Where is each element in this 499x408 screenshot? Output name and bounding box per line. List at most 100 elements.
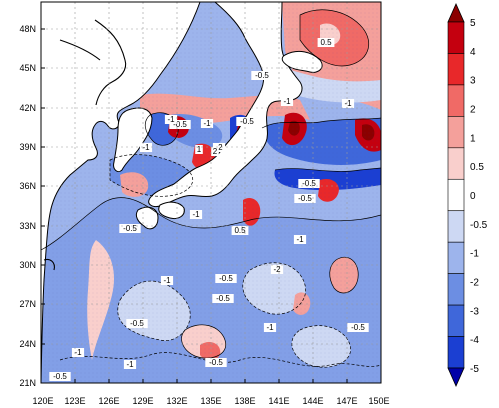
contour-label: -1 <box>71 348 85 357</box>
lon-tick-123e: 123E <box>64 396 85 406</box>
colorbar-label: -1 <box>470 249 479 260</box>
svg-text:-0.5: -0.5 <box>298 194 312 203</box>
contour-label: -0.5 <box>294 194 316 203</box>
lon-tick-141e: 141E <box>268 396 289 406</box>
contour-label: -1 <box>139 143 153 152</box>
colorbar-segment <box>447 241 465 274</box>
lat-tick-27n: 27N <box>19 299 36 309</box>
svg-text:-1: -1 <box>167 115 175 124</box>
svg-text:-0.5: -0.5 <box>351 323 365 332</box>
contour-label: -0.5 <box>119 224 141 233</box>
contour-label: 0.5 <box>317 38 335 47</box>
colorbar-segment <box>447 367 465 387</box>
colorbar-label: -0.5 <box>470 220 488 231</box>
lon-tick-marks <box>74 379 348 383</box>
lon-tick-126e: 126E <box>98 396 119 406</box>
svg-text:1: 1 <box>197 145 202 154</box>
contour-label: -1 <box>189 210 203 219</box>
colorbar-segment <box>447 3 465 23</box>
contour-label: -0.5 <box>212 294 234 303</box>
lat-tick-33n: 33N <box>19 221 36 231</box>
contour-label: -0.5 <box>169 120 191 129</box>
svg-text:-1: -1 <box>266 323 274 332</box>
coast-lines <box>43 19 127 271</box>
lon-tick-147e: 147E <box>336 396 357 406</box>
contour-lines <box>41 9 381 368</box>
colorbar-label: -4 <box>470 335 479 346</box>
contour-label: -1 <box>280 97 294 106</box>
contour-label: -1 <box>123 360 137 369</box>
svg-text:-1: -1 <box>126 360 134 369</box>
lat-tick-48n: 48N <box>19 24 36 34</box>
lat-tick-21n: 21N <box>19 378 36 388</box>
colorbar-label: -5 <box>470 364 479 375</box>
svg-text:-0.5: -0.5 <box>240 117 254 126</box>
lat-tick-30n: 30N <box>19 260 36 270</box>
colorbar-segment <box>447 116 465 149</box>
colorbar-label: 0.5 <box>470 162 484 173</box>
colorbar-segment <box>447 336 465 369</box>
colorbar-segment <box>447 178 465 212</box>
svg-text:-1: -1 <box>203 119 211 128</box>
contour-label: -0.5 <box>298 179 320 188</box>
contour-label: -0.5 <box>205 358 227 367</box>
svg-text:-1: -1 <box>283 97 291 106</box>
lat-axis: 48N 45N 42N 39N 36N 33N 30N 27N 24N 21N <box>19 24 36 388</box>
contour-label: -1 <box>293 235 307 244</box>
colorbar-segment <box>447 147 465 180</box>
contour-label: -0.5 <box>251 71 273 80</box>
svg-text:-1: -1 <box>142 143 150 152</box>
contour-label: -2 <box>270 265 284 274</box>
lon-axis: 120E 123E 126E 129E 132E 135E 138E 141E … <box>32 396 389 406</box>
colorbar-segment <box>447 210 465 243</box>
svg-text:-0.5: -0.5 <box>173 120 187 129</box>
contour-label: 2 <box>211 147 219 156</box>
lon-tick-150e: 150E <box>368 396 389 406</box>
contour-label: -1 <box>160 276 174 285</box>
svg-text:-0.5: -0.5 <box>302 179 316 188</box>
contour-label: 0.5 <box>231 226 249 235</box>
lon-tick-120e: 120E <box>32 396 53 406</box>
lon-tick-135e: 135E <box>200 396 221 406</box>
svg-text:-1: -1 <box>74 348 82 357</box>
svg-text:-0.5: -0.5 <box>219 274 233 283</box>
contour-label: -0.5 <box>236 117 258 126</box>
lat-tick-marks <box>41 28 45 345</box>
colorbar-segment <box>447 84 465 117</box>
contour-label: -1 <box>341 99 355 108</box>
colorbar-segment <box>447 273 465 306</box>
lat-tick-42n: 42N <box>19 103 36 113</box>
lon-tick-144e: 144E <box>302 396 323 406</box>
svg-text:-0.5: -0.5 <box>255 71 269 80</box>
lat-tick-45n: 45N <box>19 63 36 73</box>
contour-label: -0.5 <box>126 319 148 328</box>
colorbar-segment <box>447 304 465 337</box>
contour-label: -0.5 <box>215 274 237 283</box>
colorbar-label: 2 <box>470 105 476 116</box>
colorbar-label: -2 <box>470 278 479 289</box>
lat-tick-36n: 36N <box>19 181 36 191</box>
colorbar-label: 1 <box>470 133 476 144</box>
colorbar-label: 0 <box>470 191 476 202</box>
svg-text:0.5: 0.5 <box>320 38 332 47</box>
contour-label: -0.5 <box>347 323 369 332</box>
contour-label: -1 <box>164 115 178 124</box>
svg-text:2: 2 <box>213 147 218 156</box>
colorbar-label: 4 <box>470 47 476 58</box>
svg-text:-1: -1 <box>163 276 171 285</box>
svg-text:0.5: 0.5 <box>234 226 246 235</box>
svg-text:-1: -1 <box>296 235 304 244</box>
contour-label: -2 <box>212 143 226 152</box>
lat-tick-24n: 24N <box>19 339 36 349</box>
svg-text:-0.5: -0.5 <box>53 372 67 381</box>
colorbar-label: 5 <box>470 18 476 29</box>
svg-text:-0.5: -0.5 <box>209 358 223 367</box>
svg-text:-2: -2 <box>215 143 223 152</box>
contour-label: -1 <box>263 323 277 332</box>
grid-lines <box>41 2 381 383</box>
svg-text:-0.5: -0.5 <box>123 224 137 233</box>
contour-label: 1 <box>195 145 203 154</box>
colorbar-label: 3 <box>470 76 476 87</box>
colorbar-segment <box>447 53 465 86</box>
